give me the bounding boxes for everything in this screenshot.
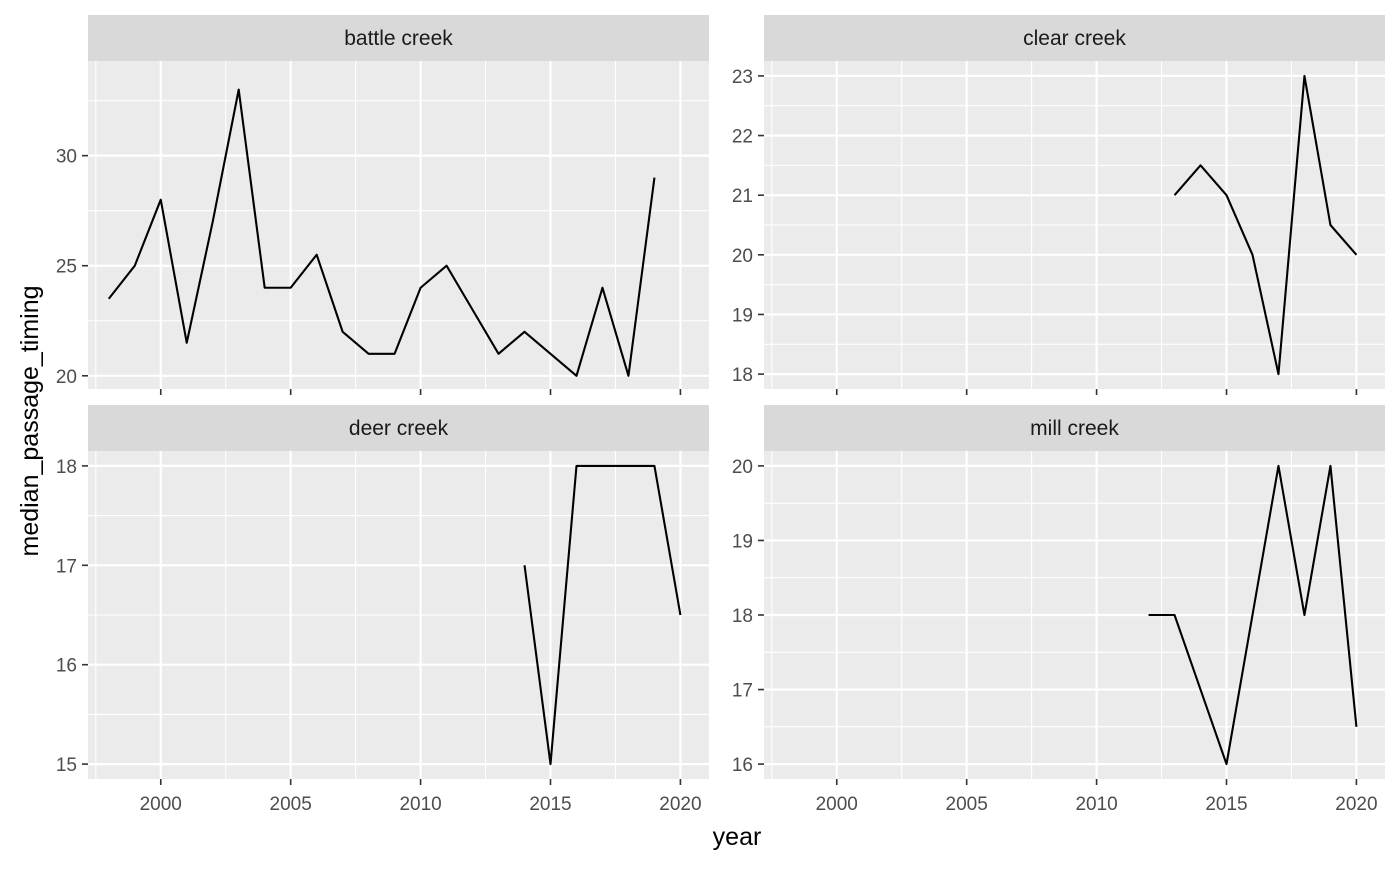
y-tick-label: 21 [732, 186, 753, 207]
y-tick-label: 19 [732, 305, 753, 326]
y-tick-label: 20 [732, 457, 753, 478]
y-tick-label: 18 [732, 606, 753, 627]
y-tick-label: 23 [732, 67, 753, 88]
x-tick-label: 2010 [399, 794, 441, 815]
facet-strip-label: mill creek [1030, 417, 1119, 440]
facet-panels: battle creek 20 25 30 clear creek 18 19 20 21 22 2… [56, 15, 1385, 815]
x-tick-label: 2005 [270, 794, 312, 815]
x-tick-label: 2005 [946, 794, 988, 815]
facet-panel: battle creek 20 25 30 [56, 15, 709, 395]
x-tick-label: 2000 [140, 794, 182, 815]
x-tick-label: 2020 [1335, 794, 1377, 815]
y-tick-label: 18 [56, 457, 77, 478]
facet-panel: mill creek 16 17 18 19 20 2000 2005 2010 2015 2020 [732, 405, 1385, 815]
x-tick-label: 2020 [659, 794, 701, 815]
y-axis-title: median_passage_timing [16, 285, 44, 556]
y-tick-label: 20 [732, 246, 753, 267]
y-tick-label: 22 [732, 127, 753, 148]
x-axis-title: year [713, 823, 762, 851]
x-tick-label: 2000 [816, 794, 858, 815]
facet-strip-label: battle creek [344, 27, 453, 50]
y-tick-label: 15 [56, 755, 77, 776]
y-tick-label: 20 [56, 367, 77, 388]
y-tick-label: 30 [56, 147, 77, 168]
y-tick-label: 25 [56, 257, 77, 278]
facet-panel: deer creek 15 16 17 18 2000 2005 2010 2015 2020 [56, 405, 709, 815]
y-tick-label: 16 [732, 755, 753, 776]
facet-strip-label: deer creek [349, 417, 449, 440]
x-tick-label: 2015 [529, 794, 571, 815]
x-tick-label: 2010 [1075, 794, 1117, 815]
y-tick-label: 17 [56, 556, 77, 577]
facet-strip-label: clear creek [1023, 27, 1126, 50]
y-tick-label: 18 [732, 365, 753, 386]
facet-panel: clear creek 18 19 20 21 22 23 [732, 15, 1385, 395]
y-tick-label: 17 [732, 681, 753, 702]
y-tick-label: 16 [56, 656, 77, 677]
x-tick-label: 2015 [1205, 794, 1247, 815]
y-tick-label: 19 [732, 531, 753, 552]
